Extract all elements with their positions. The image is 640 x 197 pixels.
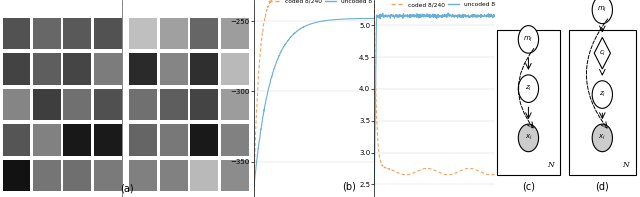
FancyBboxPatch shape [221, 124, 248, 156]
FancyBboxPatch shape [33, 89, 61, 120]
FancyBboxPatch shape [94, 53, 122, 85]
Circle shape [592, 0, 612, 24]
Text: (a): (a) [120, 183, 134, 193]
FancyBboxPatch shape [94, 124, 122, 156]
Circle shape [592, 81, 612, 108]
Polygon shape [594, 37, 611, 69]
FancyBboxPatch shape [190, 18, 218, 49]
Text: N: N [547, 161, 554, 169]
FancyBboxPatch shape [190, 160, 218, 191]
FancyBboxPatch shape [33, 160, 61, 191]
FancyBboxPatch shape [3, 53, 31, 85]
FancyBboxPatch shape [3, 89, 31, 120]
FancyBboxPatch shape [3, 18, 31, 49]
FancyBboxPatch shape [63, 18, 92, 49]
FancyBboxPatch shape [63, 160, 92, 191]
FancyBboxPatch shape [33, 53, 61, 85]
Text: $z_i$: $z_i$ [599, 90, 606, 99]
Legend: coded 8/240, uncoded 8: coded 8/240, uncoded 8 [389, 0, 497, 10]
FancyBboxPatch shape [221, 18, 248, 49]
FancyBboxPatch shape [190, 89, 218, 120]
FancyBboxPatch shape [3, 124, 31, 156]
Circle shape [518, 26, 539, 53]
FancyBboxPatch shape [129, 124, 157, 156]
FancyBboxPatch shape [160, 53, 188, 85]
FancyBboxPatch shape [129, 18, 157, 49]
Legend: coded 8/240, uncoded 8: coded 8/240, uncoded 8 [266, 0, 374, 6]
Circle shape [518, 75, 539, 102]
FancyBboxPatch shape [33, 18, 61, 49]
FancyBboxPatch shape [221, 89, 248, 120]
FancyBboxPatch shape [3, 160, 31, 191]
FancyBboxPatch shape [129, 89, 157, 120]
FancyBboxPatch shape [221, 160, 248, 191]
Text: $c_i$: $c_i$ [599, 49, 606, 58]
Text: $x_i$: $x_i$ [525, 133, 532, 142]
FancyBboxPatch shape [63, 124, 92, 156]
Text: CODED 8/240: CODED 8/240 [161, 10, 204, 15]
FancyBboxPatch shape [129, 160, 157, 191]
Circle shape [592, 124, 612, 152]
Text: $m_i$: $m_i$ [524, 35, 534, 44]
Text: (c): (c) [522, 181, 535, 191]
FancyBboxPatch shape [94, 18, 122, 49]
FancyBboxPatch shape [160, 18, 188, 49]
FancyBboxPatch shape [190, 124, 218, 156]
Text: $z_i$: $z_i$ [525, 84, 532, 93]
Text: N: N [622, 161, 629, 169]
Text: $m_i$: $m_i$ [597, 5, 607, 14]
Text: $x_i$: $x_i$ [598, 133, 606, 142]
FancyBboxPatch shape [190, 53, 218, 85]
FancyBboxPatch shape [63, 53, 92, 85]
FancyBboxPatch shape [160, 124, 188, 156]
Circle shape [518, 124, 539, 152]
FancyBboxPatch shape [63, 89, 92, 120]
FancyBboxPatch shape [221, 53, 248, 85]
Text: UNCODED 8: UNCODED 8 [36, 10, 75, 15]
FancyBboxPatch shape [160, 160, 188, 191]
FancyBboxPatch shape [129, 53, 157, 85]
FancyBboxPatch shape [160, 89, 188, 120]
FancyBboxPatch shape [94, 89, 122, 120]
FancyBboxPatch shape [497, 30, 560, 175]
Text: (d): (d) [595, 181, 609, 191]
FancyBboxPatch shape [94, 160, 122, 191]
FancyBboxPatch shape [33, 124, 61, 156]
Text: (b): (b) [342, 181, 356, 191]
FancyBboxPatch shape [569, 30, 636, 175]
